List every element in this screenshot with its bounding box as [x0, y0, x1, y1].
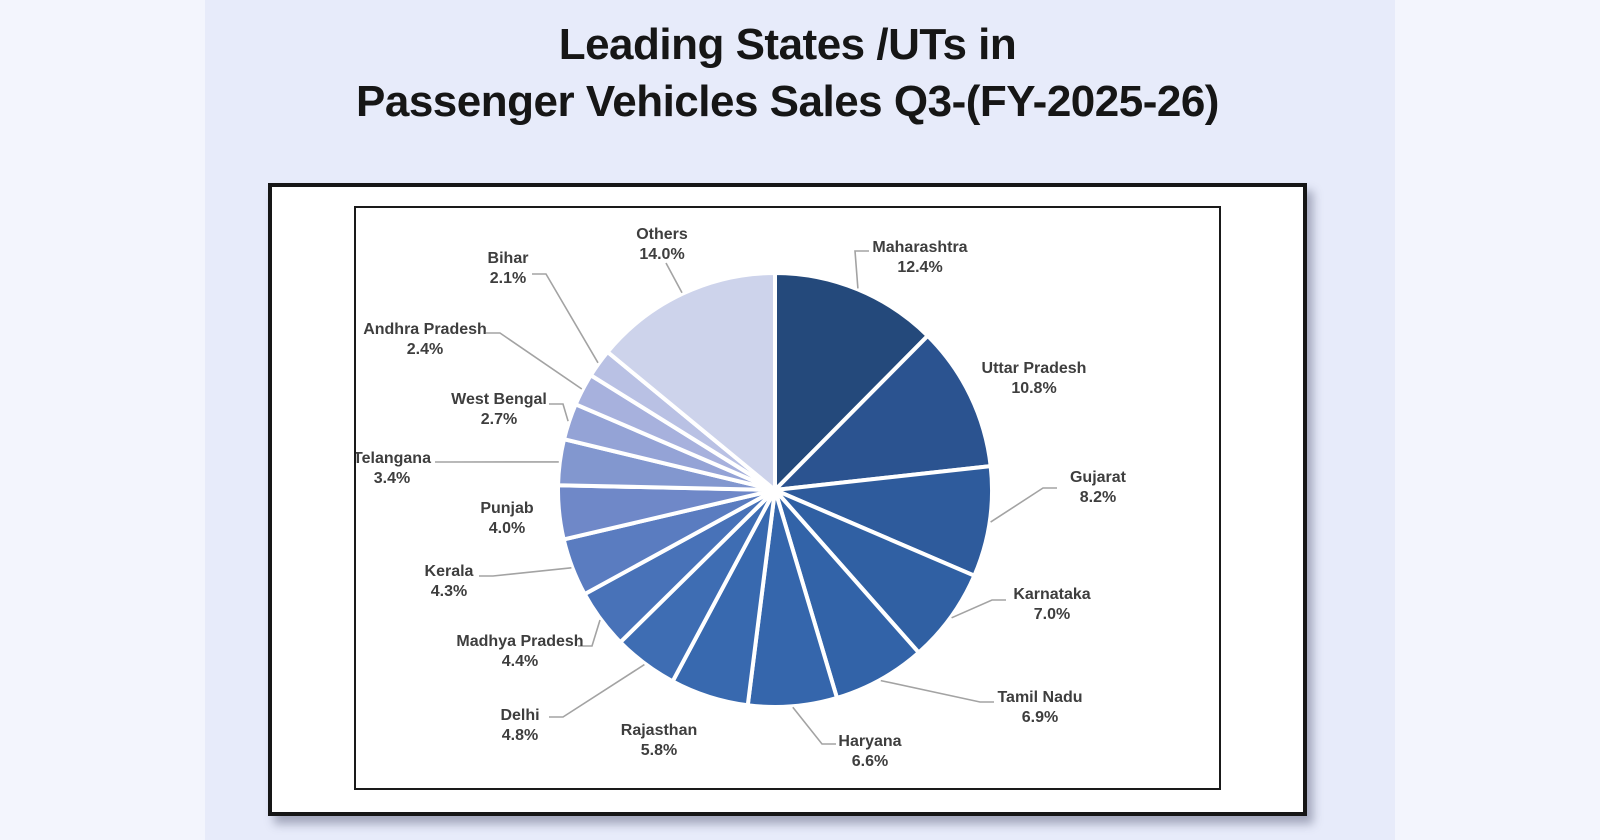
slice-value-haryana: 6.6%: [852, 753, 888, 770]
leader-line-haryana: [792, 706, 836, 745]
slice-value-telangana: 3.4%: [374, 470, 410, 487]
leader-line-others: [665, 262, 683, 294]
pie-slice-others: [605, 271, 777, 492]
slice-value-madhya-pradesh: 4.4%: [502, 653, 538, 670]
leader-line-andhra-pradesh: [486, 332, 583, 390]
slice-label-west-bengal: West Bengal: [451, 391, 547, 408]
title-line-2: Passenger Vehicles Sales Q3-(FY-2025-26): [356, 77, 1219, 126]
slice-label-gujarat: Gujarat: [1070, 469, 1127, 486]
content-band: Leading States /UTs in Passenger Vehicle…: [205, 0, 1395, 840]
slice-value-uttar-pradesh: 10.8%: [1011, 380, 1056, 397]
leader-line-gujarat: [990, 487, 1057, 523]
slice-label-haryana: Haryana: [838, 733, 901, 750]
slice-label-madhya-pradesh: Madhya Pradesh: [456, 633, 583, 650]
leader-line-delhi: [549, 663, 645, 718]
slice-value-punjab: 4.0%: [489, 520, 525, 537]
slice-label-tamil-nadu: Tamil Nadu: [997, 689, 1082, 706]
leader-line-bihar: [532, 273, 599, 364]
slice-label-kerala: Kerala: [425, 563, 474, 580]
slice-label-bihar: Bihar: [488, 250, 529, 267]
slice-value-others: 14.0%: [639, 246, 684, 263]
slice-label-telangana: Telangana: [356, 450, 431, 467]
slice-value-andhra-pradesh: 2.4%: [407, 341, 443, 358]
slice-value-tamil-nadu: 6.9%: [1022, 709, 1058, 726]
leader-line-karnataka: [951, 599, 1006, 619]
leader-line-madhya-pradesh: [578, 619, 601, 647]
slice-label-rajasthan: Rajasthan: [621, 722, 697, 739]
slice-value-maharashtra: 12.4%: [897, 259, 942, 276]
slice-label-delhi: Delhi: [500, 707, 539, 724]
pie-chart: Maharashtra 12.4% Uttar Pradesh 10.8% Gujara…: [356, 226, 1127, 770]
pie-slice-gujarat: [773, 464, 994, 578]
title-line-1: Leading States /UTs in: [558, 20, 1017, 69]
slice-value-rajasthan: 5.8%: [641, 742, 677, 759]
leader-line-west-bengal: [549, 403, 569, 422]
slice-value-kerala: 4.3%: [431, 583, 467, 600]
slice-label-karnataka: Karnataka: [1013, 586, 1090, 603]
slice-label-andhra-pradesh: Andhra Pradesh: [363, 321, 487, 338]
chart-panel: Maharashtra 12.4% Uttar Pradesh 10.8% Gujara…: [268, 183, 1307, 816]
slice-value-gujarat: 8.2%: [1080, 489, 1116, 506]
chart-title: Leading States /UTs in Passenger Vehicle…: [268, 16, 1307, 130]
slice-value-delhi: 4.8%: [502, 727, 538, 744]
pie-slice-uttar-pradesh: [773, 333, 993, 492]
slice-label-maharashtra: Maharashtra: [872, 239, 967, 256]
pie-slice-maharashtra: [773, 271, 930, 492]
leader-line-kerala: [479, 567, 572, 577]
plot-area: Maharashtra 12.4% Uttar Pradesh 10.8% Gujara…: [354, 206, 1221, 790]
slice-value-west-bengal: 2.7%: [481, 411, 517, 428]
slice-label-others: Others: [636, 226, 688, 243]
slice-value-bihar: 2.1%: [490, 270, 526, 287]
leader-line-tamil-nadu: [880, 679, 994, 703]
slice-label-punjab: Punjab: [480, 500, 534, 517]
slice-label-uttar-pradesh: Uttar Pradesh: [982, 360, 1087, 377]
leader-line-maharashtra: [854, 250, 869, 289]
slice-value-karnataka: 7.0%: [1034, 606, 1070, 623]
